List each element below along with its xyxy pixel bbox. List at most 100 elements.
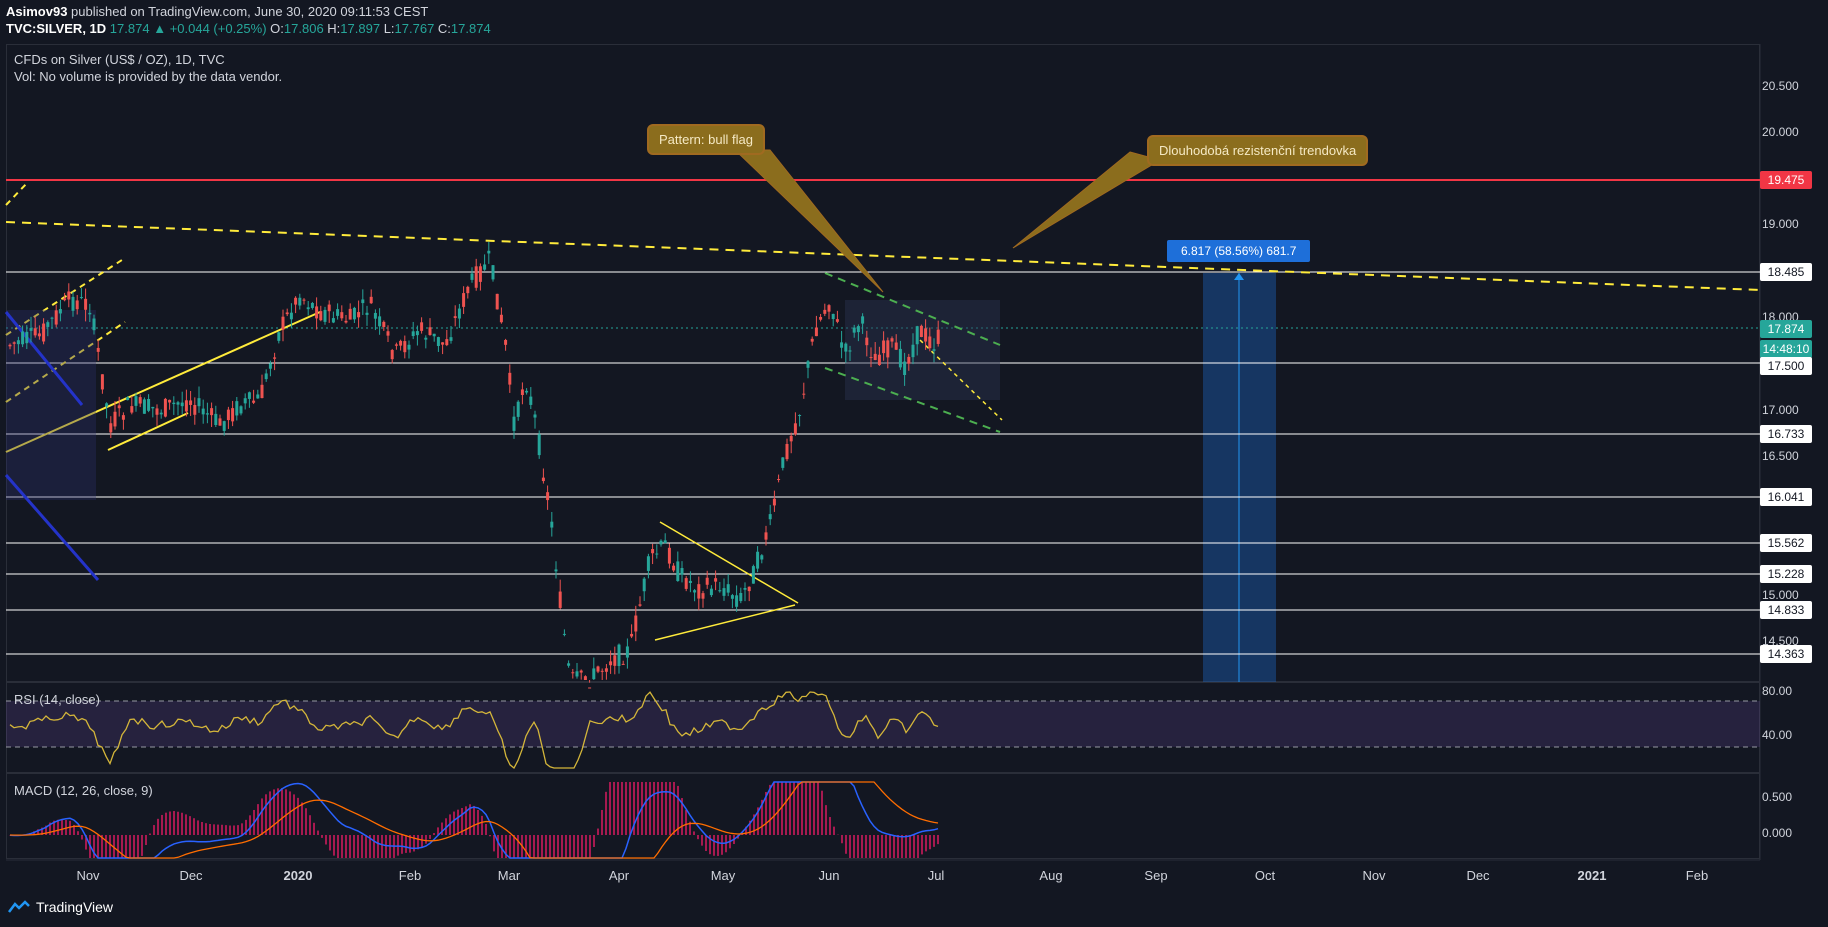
candle-body [798, 415, 802, 417]
price-tick: 16.500 [1762, 449, 1799, 463]
candle-body [37, 333, 41, 337]
resistance-price-tag: 19.475 [1760, 171, 1812, 189]
candle-body [814, 327, 818, 337]
candle-body [147, 398, 151, 411]
candle-body [84, 298, 88, 310]
candle-body [138, 397, 142, 404]
candle-body [520, 389, 524, 395]
price-candles[interactable] [8, 241, 940, 689]
candle-body [399, 340, 403, 346]
candle-body [378, 316, 382, 327]
time-tick: Aug [1039, 868, 1063, 883]
candle-body [894, 342, 898, 350]
candle-body [42, 323, 46, 342]
candle-body [760, 555, 764, 560]
publisher-name[interactable]: Asimov93 [6, 4, 68, 19]
candle-body [109, 423, 113, 433]
candle-body [873, 353, 877, 361]
candle-body [663, 540, 667, 544]
trendline-callout[interactable]: Dlouhodobá rezistenční trendovka [1147, 135, 1369, 166]
candle-body [726, 584, 730, 593]
candle-body [348, 308, 352, 320]
candle-body [537, 434, 541, 456]
up-arrow-icon: ▲ [153, 21, 167, 36]
level-price-tag: 15.228 [1760, 565, 1812, 583]
measure-label[interactable]: 6.817 (58.56%) 681.7 [1167, 240, 1311, 262]
candle-body [386, 331, 390, 336]
macd-histogram[interactable] [9, 782, 939, 858]
candle-body [621, 663, 625, 665]
triangle-pattern[interactable] [654, 521, 799, 641]
candle-body [239, 406, 243, 414]
candle-body [130, 406, 134, 413]
candle-body [184, 400, 188, 412]
price-tick: 20.000 [1762, 125, 1799, 139]
candle-body [793, 423, 797, 435]
candle-body [609, 661, 613, 666]
candle-body [701, 593, 705, 599]
candle-body [781, 457, 785, 468]
rsi-band [6, 701, 1760, 747]
price-change: +0.044 (+0.25%) [169, 21, 267, 36]
candle-body [462, 293, 466, 307]
blue-channel[interactable] [4, 310, 100, 581]
candle-body [63, 298, 67, 301]
candle-body [730, 595, 734, 599]
candle-body [667, 547, 671, 564]
price-tick: 14.500 [1762, 634, 1799, 648]
high-label: H: [327, 21, 341, 36]
candle-body [764, 532, 768, 540]
candle-body [315, 306, 319, 319]
candle-body [604, 668, 608, 672]
publish-header: Asimov93 published on TradingView.com, J… [0, 0, 1828, 40]
bull-flag-pattern[interactable] [824, 272, 1003, 433]
candle-body [865, 337, 869, 346]
macd-signal-line[interactable] [9, 781, 939, 859]
macd-legend[interactable]: MACD (12, 26, close, 9) [14, 783, 153, 798]
candle-body [113, 411, 117, 427]
tradingview-brand[interactable]: TradingView [8, 899, 113, 915]
level-lines[interactable] [6, 179, 1760, 655]
price-tick: 20.500 [1762, 79, 1799, 93]
candle-body [382, 321, 386, 327]
candle-body [100, 374, 104, 390]
candle-body [222, 421, 226, 431]
candle-body [508, 372, 512, 385]
candle-body [646, 556, 650, 571]
candle-body [756, 551, 760, 569]
candle-body [554, 569, 558, 572]
candle-body [281, 316, 285, 330]
candle-body [638, 604, 642, 606]
candle-body [445, 339, 449, 346]
long-term-trendline[interactable] [5, 221, 1761, 291]
candle-body [361, 299, 365, 304]
candle-body [533, 414, 537, 418]
symbol-name[interactable]: TVC:SILVER, 1D [6, 21, 107, 36]
candle-body [928, 336, 932, 349]
last-price: 17.874 [109, 21, 150, 36]
candle-body [189, 400, 193, 405]
candle-body [8, 344, 12, 347]
candle-body [453, 316, 457, 319]
candle-body [571, 672, 575, 674]
chart-title[interactable]: CFDs on Silver (US$ / OZ), 1D, TVC [14, 52, 225, 67]
candle-body [718, 590, 722, 592]
candle-body [117, 405, 121, 409]
bull-flag-callout[interactable]: Pattern: bull flag [647, 124, 765, 155]
candle-body [487, 250, 491, 254]
yellow-channel[interactable] [5, 181, 321, 453]
candle-body [672, 565, 676, 571]
time-tick: Feb [1685, 868, 1709, 883]
time-tick: 2020 [283, 868, 313, 883]
candle-body [29, 328, 33, 331]
candle-body [88, 312, 92, 315]
candle-body [852, 327, 856, 333]
rsi-legend[interactable]: RSI (14, close) [14, 692, 100, 707]
rsi-line[interactable] [9, 691, 939, 769]
candle-body [449, 337, 453, 341]
candle-body [558, 591, 562, 608]
macd-line[interactable] [9, 781, 939, 859]
candle-body [273, 357, 277, 359]
candle-body [79, 297, 83, 299]
